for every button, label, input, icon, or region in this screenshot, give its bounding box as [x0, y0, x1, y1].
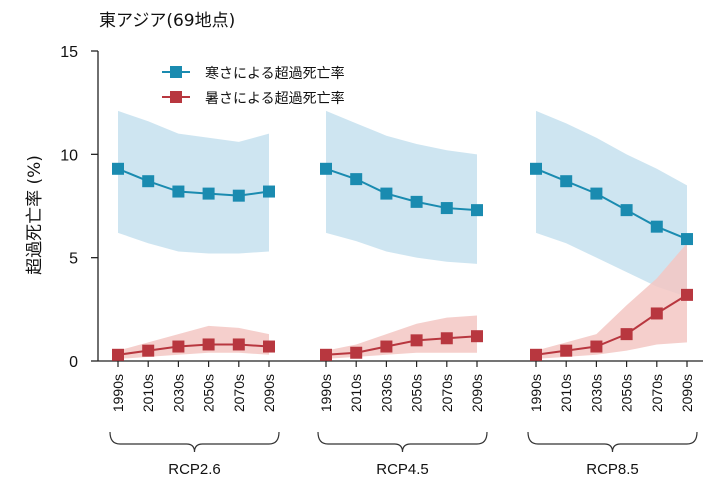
heat-point	[471, 330, 483, 343]
x-tick-label: 2010s	[348, 374, 364, 412]
heat-point	[590, 340, 603, 353]
y-tick-label: 5	[69, 251, 78, 268]
x-tick-label: 2070s	[439, 374, 455, 412]
cold-point	[471, 204, 483, 217]
x-tick-label: 1990s	[110, 374, 126, 412]
legend-heat-label: 暑さによる超過死亡率	[205, 90, 345, 107]
cold-point	[650, 220, 663, 233]
axes	[97, 51, 703, 362]
x-tick-label: 2090s	[679, 374, 695, 412]
x-tick-label: 2090s	[469, 374, 485, 412]
y-tick-label: 0	[69, 354, 78, 371]
cold-point	[590, 187, 603, 200]
confidence-bands	[118, 110, 687, 359]
legend-heat-marker	[170, 91, 182, 103]
x-tick-label: 1990s	[318, 374, 334, 412]
panel-label: RCP8.5	[586, 461, 639, 478]
heat-point	[380, 340, 393, 353]
cold-range-band	[536, 110, 687, 297]
heat-point	[172, 340, 185, 353]
heat-point	[320, 348, 332, 361]
heat-point	[620, 328, 633, 341]
x-tick-label: 2090s	[261, 374, 277, 412]
heat-point	[410, 334, 423, 347]
panel-label: RCP4.5	[376, 461, 429, 478]
cold-point	[232, 189, 245, 202]
panel-bracket	[317, 431, 488, 453]
heat-point	[350, 346, 363, 359]
x-tick-label: 2030s	[588, 374, 604, 412]
heat-point	[440, 332, 453, 345]
panel-bracket	[527, 431, 698, 453]
heat-point	[202, 338, 215, 351]
x-tick-label: 2010s	[558, 374, 574, 412]
cold-point	[620, 204, 633, 217]
x-tick-label: 2030s	[378, 374, 394, 412]
panel-bracket	[109, 431, 280, 453]
x-tick-label: 2010s	[140, 374, 156, 412]
cold-point	[440, 202, 453, 215]
heat-range-band	[326, 315, 477, 359]
x-tick-label: 2070s	[649, 374, 665, 412]
legend-cold-label: 寒さによる超過死亡率	[205, 65, 345, 82]
cold-range-band	[326, 110, 477, 264]
cold-point	[172, 185, 185, 198]
heat-point	[263, 340, 275, 353]
heat-point	[560, 344, 573, 357]
heat-point	[681, 288, 693, 301]
x-tick-label: 1990s	[528, 374, 544, 412]
x-tick-label: 2050s	[409, 374, 425, 412]
x-tick-label: 2030s	[170, 374, 186, 412]
heat-point	[142, 344, 155, 357]
cold-point	[530, 162, 542, 175]
y-ticks: 0 5 10 15	[60, 44, 98, 371]
legend-cold-marker	[170, 66, 182, 78]
series-markers	[112, 162, 693, 361]
heat-point	[232, 338, 245, 351]
x-tick-label: 2070s	[231, 374, 247, 412]
heat-range-band	[118, 325, 269, 359]
heat-point	[530, 348, 542, 361]
chart-title: 東アジア(69地点)	[99, 11, 235, 31]
cold-point	[320, 162, 332, 175]
heat-range-band	[536, 243, 687, 359]
x-ticks: 1990s 2010s 2030s 2050s 2070s 2090s 1990s 2010s…	[110, 361, 695, 412]
cold-point	[263, 185, 275, 198]
cold-point	[350, 173, 363, 186]
panel-label: RCP2.6	[168, 461, 221, 478]
cold-point	[681, 233, 693, 246]
cold-point	[560, 175, 573, 188]
panel-brackets: RCP2.6 RCP4.5 RCP8.5	[109, 431, 698, 478]
cold-point	[380, 187, 393, 200]
cold-point	[410, 195, 423, 208]
cold-point	[142, 175, 155, 188]
cold-point	[202, 187, 215, 200]
heat-point	[650, 307, 663, 320]
y-axis-label: 超過死亡率 (%)	[25, 155, 45, 275]
legend: 寒さによる超過死亡率 暑さによる超過死亡率	[162, 65, 345, 107]
heat-point	[112, 348, 124, 361]
y-tick-label: 15	[60, 44, 78, 61]
x-tick-label: 2050s	[201, 374, 217, 412]
cold-range-band	[118, 110, 269, 254]
x-tick-label: 2050s	[619, 374, 635, 412]
y-tick-label: 10	[60, 147, 78, 164]
cold-point	[112, 162, 124, 175]
